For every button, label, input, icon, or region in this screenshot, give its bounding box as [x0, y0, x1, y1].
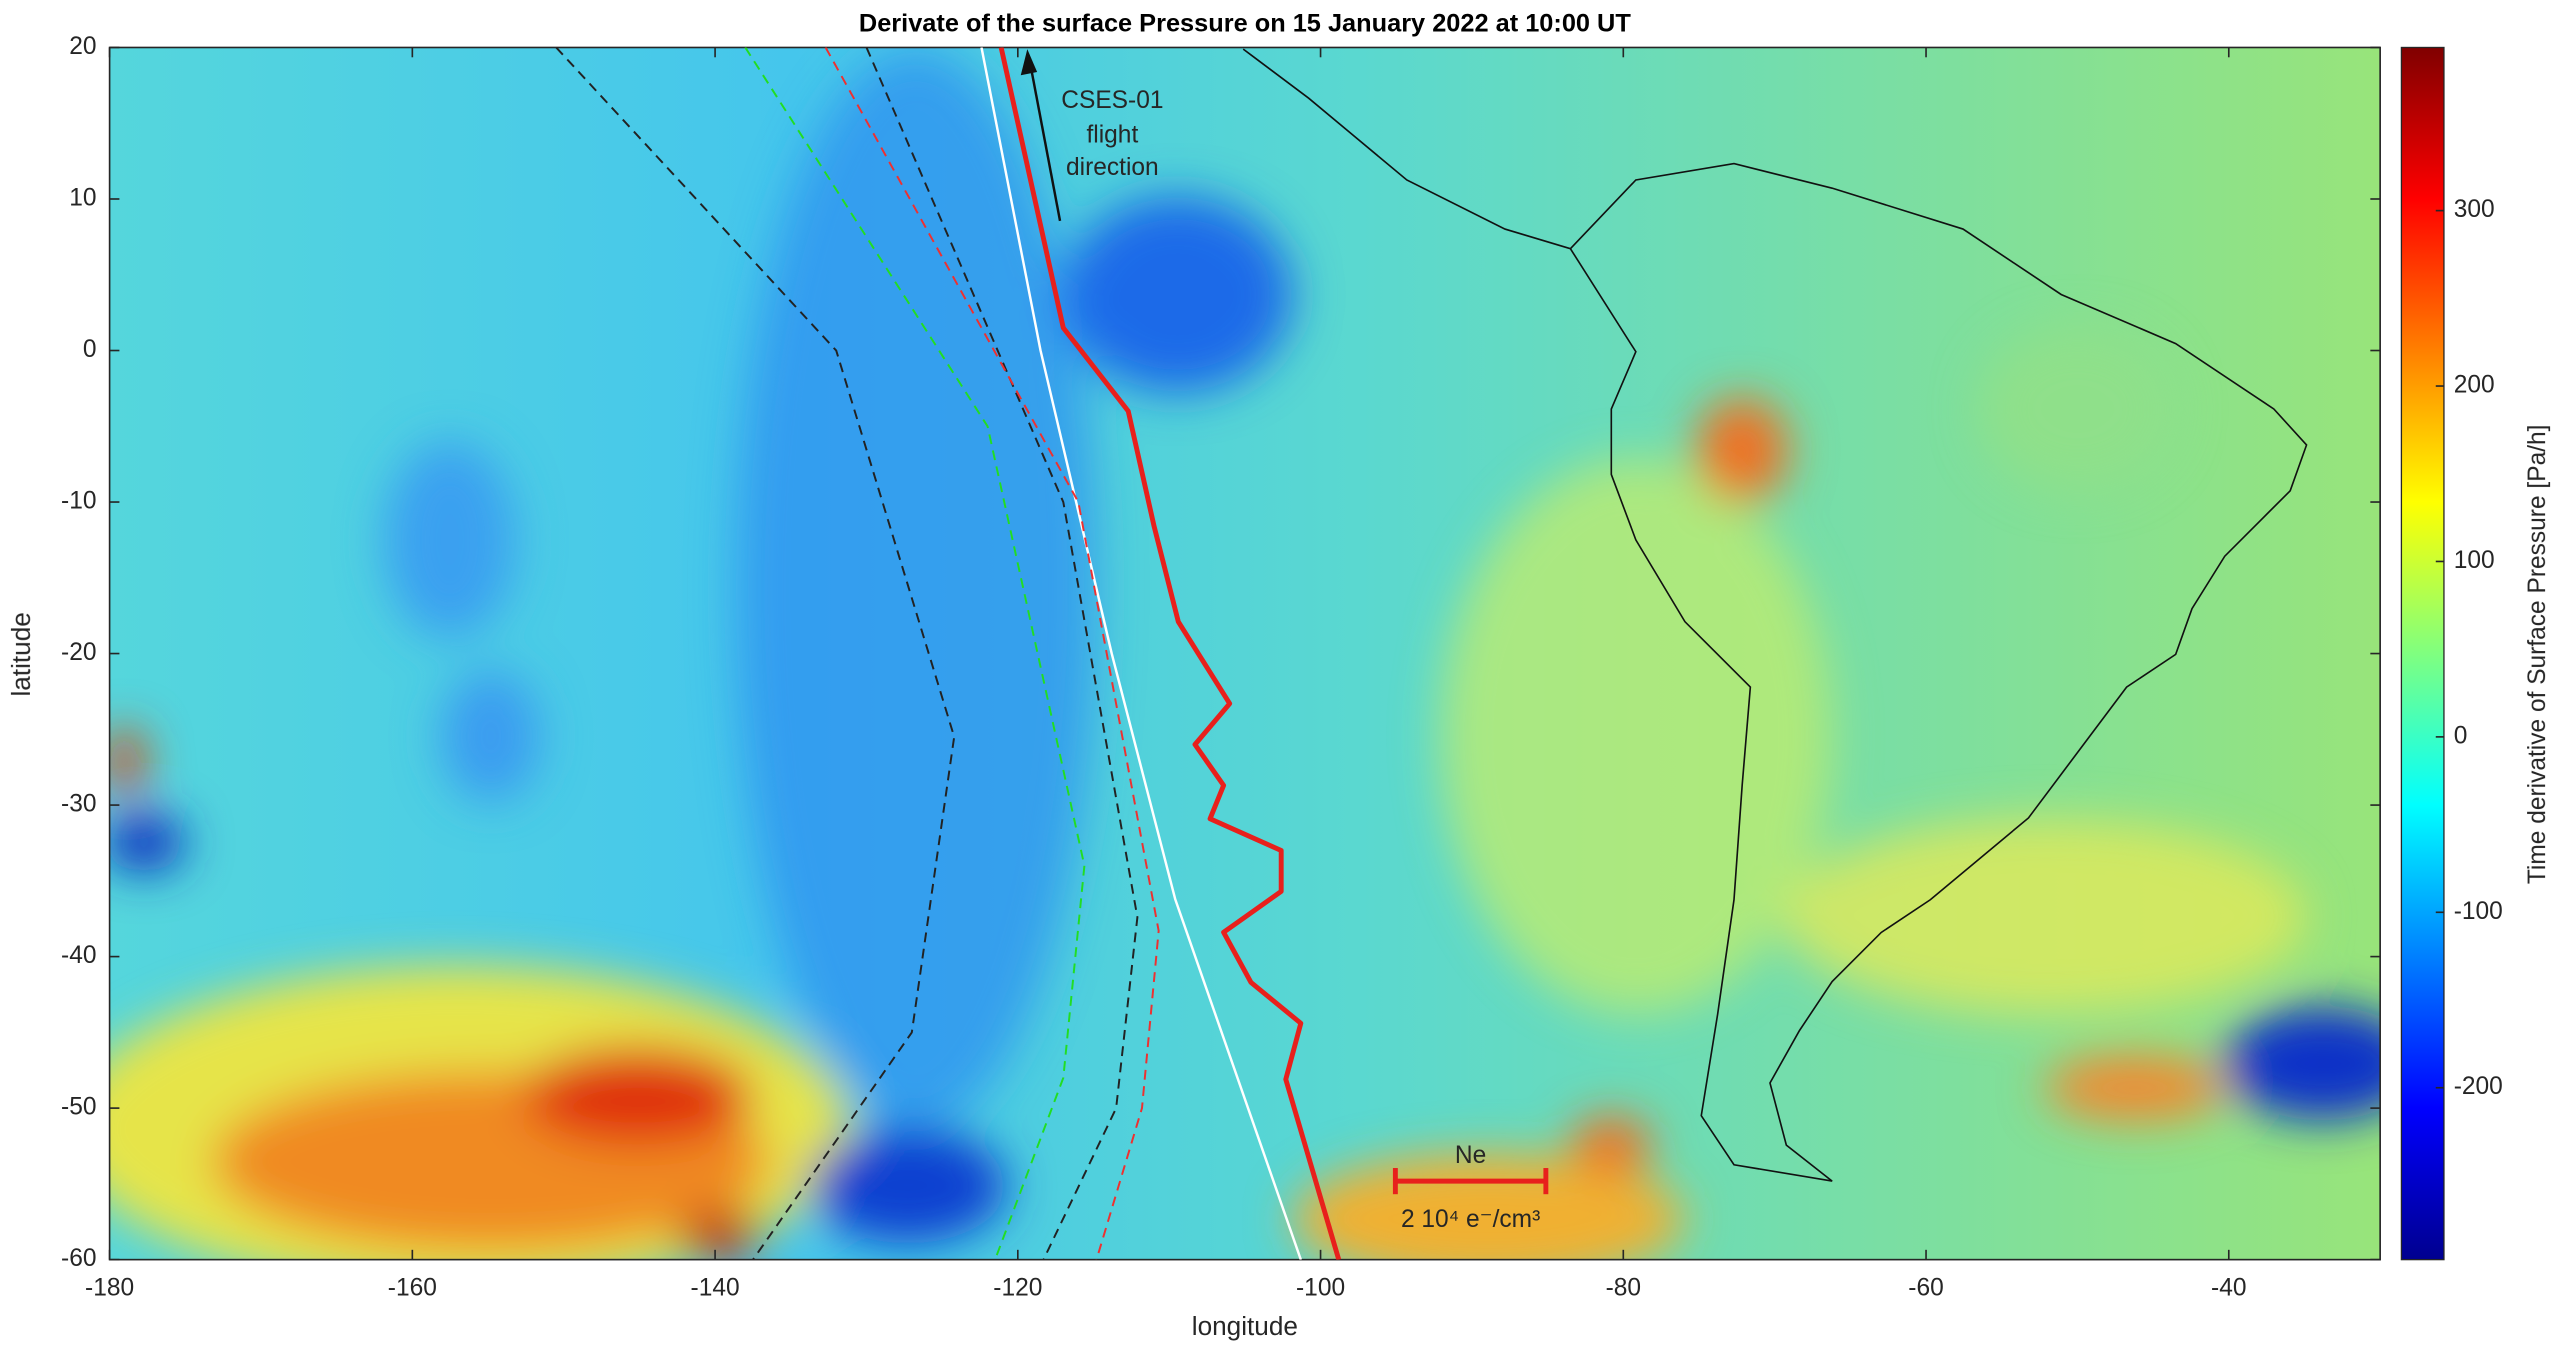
blob — [1439, 458, 1833, 1015]
scale-title: Ne — [1455, 1142, 1486, 1169]
y-tick-label: -60 — [61, 1245, 96, 1272]
y-tick-label: 10 — [69, 184, 96, 211]
colorbar-tick-label: -200 — [2454, 1073, 2503, 1100]
flight-arrow — [1029, 65, 1062, 222]
track-line — [744, 47, 1086, 1260]
colorbar — [2400, 46, 2445, 1261]
colorbar-label: Time derivative of Surface Pressure [Pa/… — [2524, 425, 2551, 885]
chart-title: Derivate of the surface Pressure on 15 J… — [859, 9, 1631, 37]
x-tick-label: -100 — [1296, 1275, 1345, 1302]
coastline — [1242, 48, 2308, 1182]
field — [109, 47, 2381, 1260]
x-tick-label: -180 — [85, 1275, 134, 1302]
colorbar-tick-label: 300 — [2454, 196, 2495, 223]
blob — [1696, 397, 1788, 503]
y-axis-label: latitude — [6, 612, 36, 696]
blob — [441, 670, 540, 802]
blob — [1783, 817, 2307, 1015]
blob — [2224, 1006, 2381, 1121]
blob — [1570, 1115, 1653, 1175]
blob — [384, 441, 516, 639]
y-tick-label: -50 — [61, 1094, 96, 1121]
blob — [736, 49, 1097, 1129]
blob — [678, 1210, 761, 1260]
x-tick-label: -140 — [691, 1275, 740, 1302]
y-tick-label: -40 — [61, 942, 96, 969]
blob — [1063, 196, 1293, 393]
x-tick-label: -80 — [1606, 1275, 1641, 1302]
blob — [1979, 327, 2176, 491]
x-tick-label: -120 — [993, 1275, 1042, 1302]
colorbar-tick-label: 0 — [2454, 722, 2468, 749]
blob — [109, 813, 185, 872]
track-line — [980, 47, 1302, 1260]
track-line — [824, 47, 1160, 1260]
flight-annotation: CSES-01 — [1061, 87, 1163, 114]
field-blobs — [109, 49, 2381, 1260]
track-line — [998, 47, 1342, 1260]
x-tick-label: -160 — [388, 1275, 437, 1302]
x-tick-label: -60 — [1908, 1275, 1943, 1302]
scale-label: 2 10⁴ e⁻/cm³ — [1401, 1206, 1540, 1233]
colorbar-tick-label: 200 — [2454, 372, 2495, 399]
x-tick-label: -40 — [2211, 1275, 2246, 1302]
blob — [1292, 1153, 1685, 1260]
track-line — [865, 47, 1139, 1260]
colorbar-tick-label: 100 — [2454, 547, 2495, 574]
y-tick-label: 0 — [83, 336, 97, 363]
flight-annotation: flight — [1086, 121, 1138, 148]
y-tick-label: -20 — [61, 639, 96, 666]
blob — [109, 727, 144, 794]
blob — [2044, 1055, 2225, 1121]
y-tick-label: 20 — [69, 33, 96, 60]
colorbar-tick-label: -100 — [2454, 898, 2503, 925]
y-tick-label: -30 — [61, 791, 96, 818]
y-tick-label: -10 — [61, 488, 96, 515]
blob — [809, 1128, 1007, 1244]
flight-annotation: direction — [1066, 154, 1159, 181]
flight-arrow-head — [1020, 49, 1038, 76]
blob — [523, 1046, 753, 1146]
tracks — [555, 47, 1342, 1260]
x-axis-label: longitude — [1192, 1311, 1298, 1341]
